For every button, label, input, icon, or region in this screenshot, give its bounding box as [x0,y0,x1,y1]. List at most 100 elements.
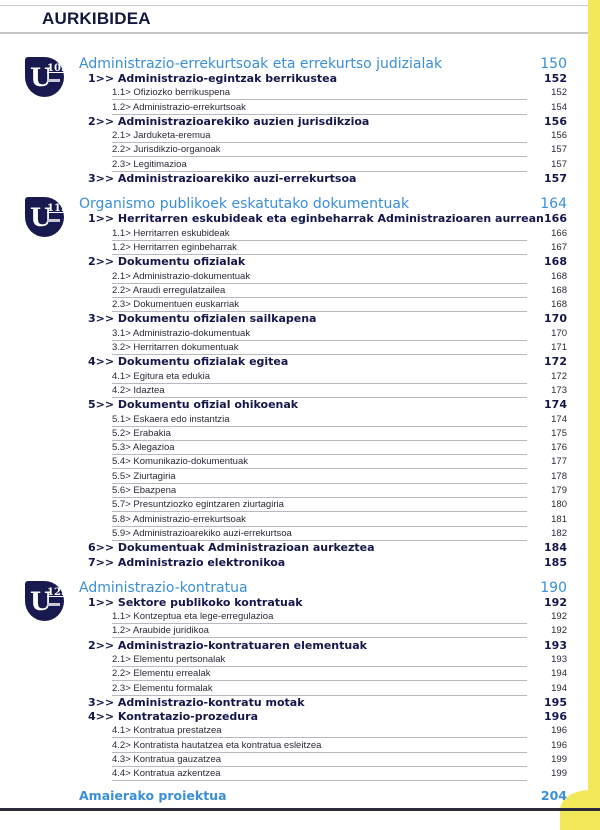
toc-entry[interactable]: 2>> Administrazio-kontratuaren elementua… [0,639,588,653]
toc-entry[interactable]: 2.2> Elementu errealak 194 [0,667,588,682]
toc-entry[interactable]: 5>> Dokumentu ofizial ohikoenak 174 [0,398,588,412]
entry-label: 5.9> Administrazioarekiko auzi-errekurts… [112,527,527,541]
toc-entry[interactable]: 1.1> Kontzeptua eta lege-erregulazioa 19… [0,610,588,625]
unit-page: 150 [540,56,567,72]
toc-entry[interactable]: 2.2> Araudi erregulatzailea 168 [0,284,588,298]
unit-title-link[interactable]: Administrazio-errekurtsoak eta errekurts… [0,56,588,72]
entry-page: 184 [544,541,567,555]
final-project-link[interactable]: Amaierako proiektua 204 [0,788,588,804]
entry-label: 3>> Administrazioarekiko auzi-errekurtso… [88,172,357,186]
toc-entry[interactable]: 5.7> Presuntziozko egintzaren ziurtagiri… [0,498,588,513]
toc-entry[interactable]: 2.3> Legitimazioa 157 [0,158,588,172]
entry-page: 173 [551,384,567,396]
toc-entry[interactable]: 5.5> Ziurtagiria 178 [0,470,588,484]
entry-page: 196 [551,725,567,737]
toc-entry[interactable]: 2>> Administrazioarekiko auzien jurisdik… [0,115,588,129]
entry-label: 2>> Administrazio-kontratuaren elementua… [88,638,367,652]
entry-page: 156 [544,114,567,128]
toc-entry[interactable]: 1>> Herritarren eskubideak eta eginbehar… [0,212,588,226]
entry-label: 1.2> Araubide juridikoa [112,624,527,639]
toc-entry[interactable]: 4.3> Kontratua gauzatzea 199 [0,753,588,768]
top-rule [0,5,588,6]
toc-entry[interactable]: 5.6> Ebazpena 179 [0,484,588,499]
entry-label: 2.2> Jurisdikzio-organoak [112,143,527,158]
toc-entry[interactable]: 2.1> Administrazio-dokumentuak 168 [0,270,588,284]
toc-entry[interactable]: 2>> Dokumentu ofizialak 168 [0,255,588,269]
toc-entry[interactable]: 4.1> Kontratua prestatzea 196 [0,724,588,739]
toc-entry[interactable]: 4.2> Kontratista hautatzea eta kontratua… [0,739,588,753]
entry-page: 196 [544,710,567,724]
badge-letter: U [30,63,52,92]
toc-entry[interactable]: 7>> Administrazio elektronikoa 185 [0,556,588,570]
entry-page: 192 [551,625,567,637]
entry-page: 180 [551,499,567,511]
entry-label: 7>> Administrazio elektronikoa [88,555,286,569]
toc-entry[interactable]: 6>> Dokumentuak Administrazioan aurkezte… [0,541,588,555]
entry-page: 182 [551,527,567,539]
entry-page: 193 [551,653,567,665]
toc-entry[interactable]: 2.1> Jarduketa-eremua 156 [0,129,588,144]
entry-page: 178 [551,470,567,482]
toc-entry[interactable]: 1.1> Herritarren eskubideak 166 [0,227,588,241]
toc-entry[interactable]: 2.1> Elementu pertsonalak 193 [0,653,588,667]
entry-label: 2>> Dokumentu ofizialak [88,255,246,269]
entry-label: 5.2> Erabakia [112,427,527,441]
toc-entry[interactable]: 3.1> Administrazio-dokumentuak 170 [0,327,588,341]
toc-entry[interactable]: 5.9> Administrazioarekiko auzi-errekurts… [0,527,588,541]
entry-page: 177 [551,456,567,468]
toc-entry[interactable]: 1.2> Araubide juridikoa 192 [0,624,588,639]
entry-label: 1.1> Herritarren eskubideak [112,227,527,241]
badge-mark [47,219,60,223]
unit-badge-icon: U 11. [25,197,65,238]
toc-entry[interactable]: 1.2> Herritarren eginbeharrak 167 [0,241,588,255]
toc-entry[interactable]: 4.2> Idaztea 173 [0,384,588,398]
badge-number: 11. [47,203,65,215]
toc-entry[interactable]: 1>> Sektore publikoko kontratuak 192 [0,596,588,610]
bottom-rule [0,808,600,811]
toc-entry[interactable]: 3>> Dokumentu ofizialen sailkapena 170 [0,312,588,326]
entry-label: 5.8> Administrazio-errekurtsoak [112,513,527,527]
entry-label: 1.1> Ofiziozko berrikuspena [112,86,527,101]
toc-entry[interactable]: 5.2> Erabakia 175 [0,427,588,441]
entry-page: 193 [544,638,567,652]
entry-page: 157 [544,172,567,186]
toc-entry[interactable]: 1>> Administrazio-egintzak berrikustea 1… [0,72,588,86]
entry-page: 170 [544,312,567,326]
entry-label: 2.2> Elementu errealak [112,667,527,682]
toc-entry[interactable]: 4.1> Egitura eta edukia 172 [0,370,588,384]
toc-entry[interactable]: 2.2> Jurisdikzio-organoak 157 [0,143,588,158]
entry-label: 5.1> Eskaera edo instantzia [112,413,527,427]
entry-label: 3.1> Administrazio-dokumentuak [112,327,527,341]
entry-label: 5.5> Ziurtagiria [112,470,527,484]
entry-label: 1.1> Kontzeptua eta lege-erregulazioa [112,610,527,625]
entry-page: 171 [551,342,567,354]
toc-entry[interactable]: 3>> Administrazio-kontratu motak 195 [0,696,588,710]
toc-entry[interactable]: 3>> Administrazioarekiko auzi-errekurtso… [0,172,588,186]
entry-label: 4>> Kontratazio-prozedura [88,710,258,724]
entry-page: 157 [551,144,567,156]
entry-label: 5.7> Presuntziozko egintzaren ziurtagiri… [112,498,527,513]
entry-label: 1>> Administrazio-egintzak berrikustea [88,72,338,85]
toc-entry[interactable]: 5.8> Administrazio-errekurtsoak 181 [0,513,588,527]
unit-title-link[interactable]: Administrazio-kontratua 190 [0,580,588,596]
badge-letter: U [30,203,52,233]
toc-entry[interactable]: 1.2> Administrazio-errekurtsoak 154 [0,101,588,115]
badge-mark [47,602,60,606]
toc-entry[interactable]: 1.1> Ofiziozko berrikuspena 152 [0,86,588,101]
toc-entry[interactable]: 5.1> Eskaera edo instantzia 174 [0,413,588,427]
entry-label: 1.2> Herritarren eginbeharrak [112,241,527,255]
toc-entry[interactable]: 2.3> Dokumentuen euskarriak 168 [0,298,588,313]
toc-entry[interactable]: 5.4> Komunikazio-dokumentuak 177 [0,455,588,470]
toc-entry[interactable]: 3.2> Herritarren dokumentuak 171 [0,341,588,356]
entry-page: 166 [544,212,567,226]
unit-badge-icon: U 12. [25,580,64,621]
entry-label: 2.1> Jarduketa-eremua [112,129,527,144]
entry-label: 4>> Dokumentu ofizialak egitea [88,355,289,369]
toc-entry[interactable]: 2.3> Elementu formalak 194 [0,682,588,696]
toc-entry[interactable]: 4.4> Kontratua azkentzea 199 [0,767,588,782]
toc-entry[interactable]: 4>> Kontratazio-prozedura 196 [0,710,588,724]
toc-entry[interactable]: 5.3> Alegazioa 176 [0,441,588,456]
toc-entry[interactable]: 4>> Dokumentu ofizialak egitea 172 [0,355,588,369]
unit-title-link[interactable]: Organismo publikoek eskatutako dokumentu… [0,196,588,212]
entry-page: 181 [551,513,567,525]
